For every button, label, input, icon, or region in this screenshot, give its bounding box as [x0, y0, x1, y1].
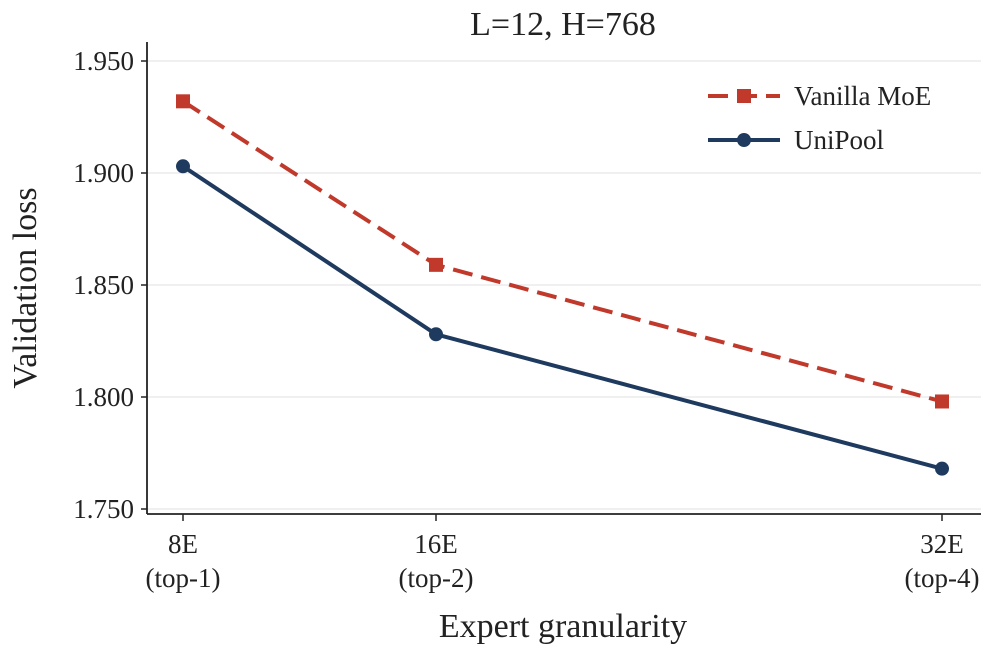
y-tick-label: 1.800: [73, 382, 134, 412]
series: [176, 94, 949, 476]
grid: [147, 60, 981, 510]
x-tick-label: 16E: [414, 529, 458, 559]
y-tick-label: 1.900: [73, 158, 134, 188]
data-point-vanilla-moe: [429, 257, 443, 272]
x-axis-label: Expert granularity: [439, 608, 687, 645]
data-point-unipool: [935, 461, 949, 476]
x-tick-label: 32E: [920, 529, 964, 559]
legend: Vanilla MoE UniPool: [708, 81, 931, 155]
y-axis-label: Validation loss: [7, 187, 44, 388]
data-point-vanilla-moe: [935, 394, 949, 409]
data-point-unipool: [176, 159, 190, 174]
x-tick-sublabel: (top-4): [905, 563, 980, 593]
x-tick-label: 8E: [168, 529, 198, 559]
legend-label-unipool: UniPool: [794, 125, 884, 155]
y-tick-label: 1.950: [73, 46, 134, 76]
legend-label-vanilla-moe: Vanilla MoE: [794, 81, 931, 111]
y-tick-label: 1.750: [73, 494, 134, 524]
x-tick-sublabel: (top-1): [146, 563, 221, 593]
x-axis-ticks: 8E (top-1) 16E (top-2) 32E (top-4): [146, 514, 980, 593]
axes: [146, 42, 981, 515]
legend-marker-unipool: [737, 133, 751, 147]
data-point-unipool: [429, 327, 443, 342]
chart-title: L=12, H=768: [470, 6, 656, 43]
y-axis-ticks: 1.750 1.800 1.850 1.900 1.950: [73, 46, 147, 524]
y-tick-label: 1.850: [73, 270, 134, 300]
data-point-vanilla-moe: [176, 94, 190, 109]
series-line-unipool: [181, 164, 943, 471]
x-tick-sublabel: (top-2): [399, 563, 474, 593]
legend-marker-vanilla-moe: [737, 89, 751, 103]
